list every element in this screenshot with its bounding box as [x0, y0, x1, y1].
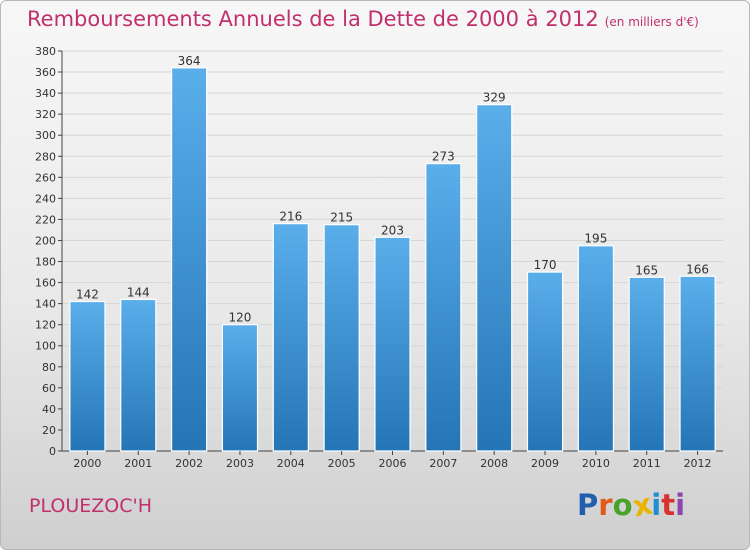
data-label: 273: [432, 150, 455, 164]
bar: [272, 223, 309, 452]
chart-title: Remboursements Annuels de la Dette de 20…: [27, 7, 699, 31]
data-label: 203: [381, 223, 404, 237]
data-label: 364: [178, 54, 201, 68]
x-tick-label: 2008: [480, 457, 508, 470]
y-tick-label: 320: [35, 108, 56, 121]
y-tick-label: 0: [49, 445, 56, 458]
y-tick-label: 160: [35, 277, 56, 290]
y-tick-label: 120: [35, 319, 56, 332]
data-label: 166: [686, 262, 709, 276]
x-tick-label: 2012: [684, 457, 712, 470]
data-label: 329: [483, 91, 506, 105]
x-tick-label: 2004: [277, 457, 305, 470]
y-tick-label: 300: [35, 129, 56, 142]
y-tick-label: 100: [35, 340, 56, 353]
bar: [628, 276, 665, 452]
commune-name: PLOUEZOC'H: [29, 495, 152, 517]
logo-letter: i: [675, 488, 686, 522]
x-tick-label: 2010: [582, 457, 610, 470]
x-tick-label: 2007: [429, 457, 457, 470]
bar: [526, 271, 564, 452]
data-label: 170: [534, 258, 557, 272]
y-tick-label: 200: [35, 234, 56, 247]
proxiti-logo[interactable]: Proxiti: [577, 486, 686, 523]
logo-letter: r: [598, 488, 613, 522]
bar: [323, 224, 360, 452]
x-tick-label: 2005: [328, 457, 356, 470]
bar: [69, 300, 106, 452]
y-tick-label: 260: [35, 171, 56, 184]
data-label: 215: [330, 211, 353, 225]
x-tick-label: 2011: [633, 457, 661, 470]
data-label: 195: [584, 232, 607, 246]
data-label: 216: [279, 210, 302, 224]
logo-letter: P: [577, 488, 599, 522]
bar: [577, 245, 615, 452]
y-tick-label: 220: [35, 213, 56, 226]
bar: [679, 275, 716, 452]
bar: [425, 163, 462, 452]
y-tick-label: 80: [42, 361, 56, 374]
y-tick-label: 40: [42, 403, 56, 416]
y-tick-label: 380: [35, 45, 56, 58]
y-tick-label: 20: [42, 424, 56, 437]
x-tick-label: 2009: [531, 457, 559, 470]
bar: [170, 67, 208, 452]
bar: [374, 236, 411, 452]
x-tick-label: 2006: [379, 457, 407, 470]
y-tick-label: 180: [35, 256, 56, 269]
chart-unit: (en milliers d'€): [604, 15, 699, 29]
data-label: 120: [229, 311, 252, 325]
x-tick-label: 2002: [175, 457, 203, 470]
y-tick-label: 340: [35, 87, 56, 100]
data-label: 165: [635, 263, 658, 277]
y-tick-label: 360: [35, 66, 56, 79]
x-tick-label: 2001: [124, 457, 152, 470]
logo-letter: o: [612, 488, 633, 522]
bar: [221, 324, 259, 452]
y-tick-label: 280: [35, 150, 56, 163]
logo-letter: t: [661, 488, 676, 522]
x-tick-label: 2000: [73, 457, 101, 470]
y-tick-label: 140: [35, 298, 56, 311]
bar: [476, 104, 513, 452]
logo-letter: i: [651, 488, 662, 522]
x-tick-label: 2003: [226, 457, 254, 470]
bar: [120, 298, 157, 452]
data-label: 144: [127, 285, 150, 299]
data-label: 142: [76, 288, 99, 302]
chart-title-text: Remboursements Annuels de la Dette de 20…: [27, 7, 599, 31]
y-tick-label: 240: [35, 192, 56, 205]
y-tick-label: 60: [42, 382, 56, 395]
